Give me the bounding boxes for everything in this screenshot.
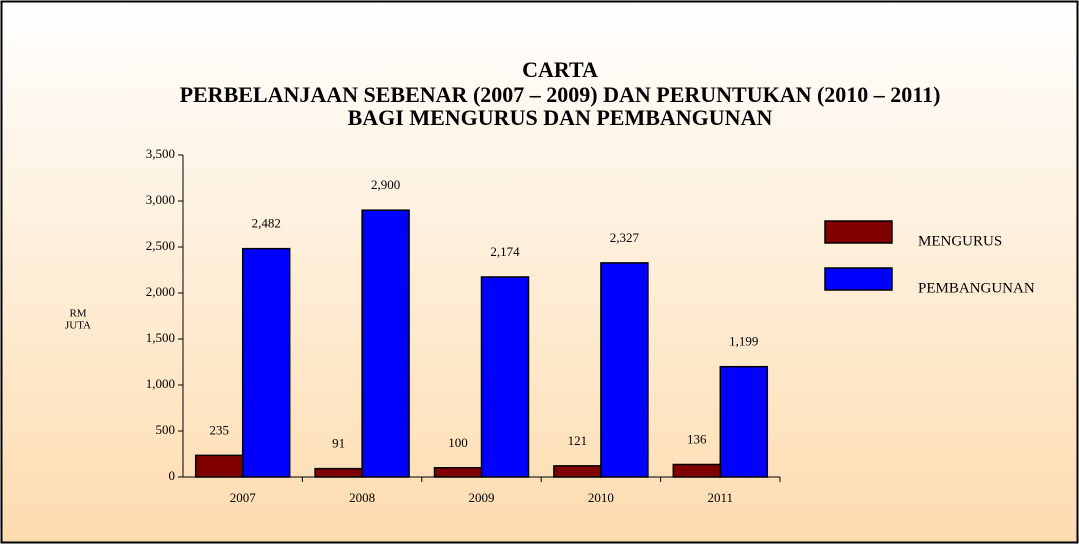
bar: [314, 467, 363, 478]
y-tick-label: 1,500: [146, 330, 175, 345]
x-tick-label: 2008: [349, 490, 375, 505]
bar: [553, 465, 602, 478]
data-label: 235: [209, 422, 229, 437]
data-label: 2,482: [252, 216, 281, 231]
x-tick-label: 2010: [588, 490, 614, 505]
data-label: 2,900: [371, 177, 400, 192]
legend-label: PEMBANGUNAN: [918, 280, 1035, 296]
data-label: 1,199: [729, 334, 758, 349]
bar: [361, 209, 410, 478]
data-label: 100: [448, 435, 468, 450]
y-axis-label: JUTA: [65, 320, 91, 332]
y-tick-label: 2,500: [146, 238, 175, 253]
chart-title: BAGI MENGURUS DAN PEMBANGUNAN: [348, 105, 773, 130]
y-tick-label: 500: [156, 422, 176, 437]
y-tick-label: 0: [169, 468, 176, 483]
legend-swatch: [824, 267, 893, 291]
x-tick-label: 2009: [469, 490, 495, 505]
legend-label: MENGURUS: [918, 233, 1002, 249]
bar: [480, 276, 530, 478]
legend-swatch: [824, 220, 893, 244]
data-label: 91: [332, 436, 345, 451]
bar: [672, 463, 722, 478]
x-tick-label: 2007: [230, 490, 257, 505]
data-label: 136: [687, 431, 707, 446]
y-tick-label: 3,500: [146, 146, 175, 161]
y-tick-label: 3,000: [146, 192, 175, 207]
data-label: 121: [568, 433, 588, 448]
bar: [719, 365, 769, 478]
bar: [433, 467, 483, 478]
y-tick-label: 2,000: [146, 284, 175, 299]
bar: [241, 247, 291, 478]
chart-title: PERBELANJAAN SEBENAR (2007 – 2009) DAN P…: [180, 82, 941, 107]
data-label: 2,327: [610, 230, 640, 245]
bar: [600, 262, 649, 478]
bar: [194, 454, 244, 478]
chart-title: CARTA: [522, 57, 598, 82]
x-tick-label: 2011: [708, 490, 734, 505]
data-label: 2,174: [490, 244, 520, 259]
y-tick-label: 1,000: [146, 376, 175, 391]
y-axis-label: RM: [69, 308, 86, 320]
